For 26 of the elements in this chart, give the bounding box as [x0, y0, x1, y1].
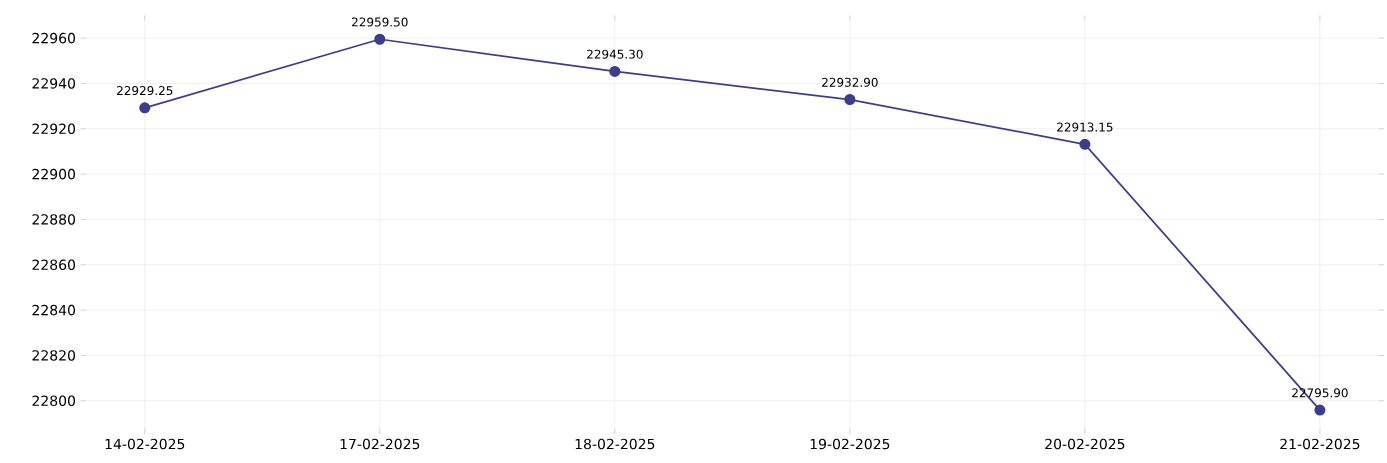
- x-tick-label: 20-02-2025: [1045, 438, 1125, 450]
- x-tick-label: 18-02-2025: [575, 438, 655, 450]
- y-tick-label: 22880: [32, 214, 76, 225]
- data-label: 22959.50: [352, 17, 408, 27]
- point: [1314, 404, 1326, 416]
- data-label: 22932.90: [822, 77, 878, 87]
- x-tick-label: 14-02-2025: [105, 438, 185, 450]
- x-tick-label: 21-02-2025: [1280, 438, 1360, 450]
- point: [1079, 138, 1091, 150]
- y-tick-label: 22840: [32, 304, 76, 316]
- y-tick-label: 22820: [32, 350, 76, 361]
- point: [374, 33, 386, 45]
- point: [844, 94, 856, 106]
- y-tick-label: 22940: [32, 78, 76, 89]
- point: [139, 102, 151, 114]
- x-tick-label: 17-02-2025: [340, 438, 420, 450]
- data-label: 22945.30: [587, 49, 643, 59]
- point: [609, 65, 621, 77]
- y-tick-label: 22860: [32, 259, 76, 271]
- y-tick-label: 22900: [32, 168, 76, 180]
- y-tick-label: 22800: [32, 395, 76, 407]
- x-tick-label: 19-02-2025: [810, 438, 890, 450]
- data-label: 22913.15: [1057, 122, 1113, 132]
- y-tick-label: 22960: [32, 32, 76, 44]
- data-label: 22929.25: [117, 86, 173, 96]
- y-tick-label: 22920: [32, 123, 76, 135]
